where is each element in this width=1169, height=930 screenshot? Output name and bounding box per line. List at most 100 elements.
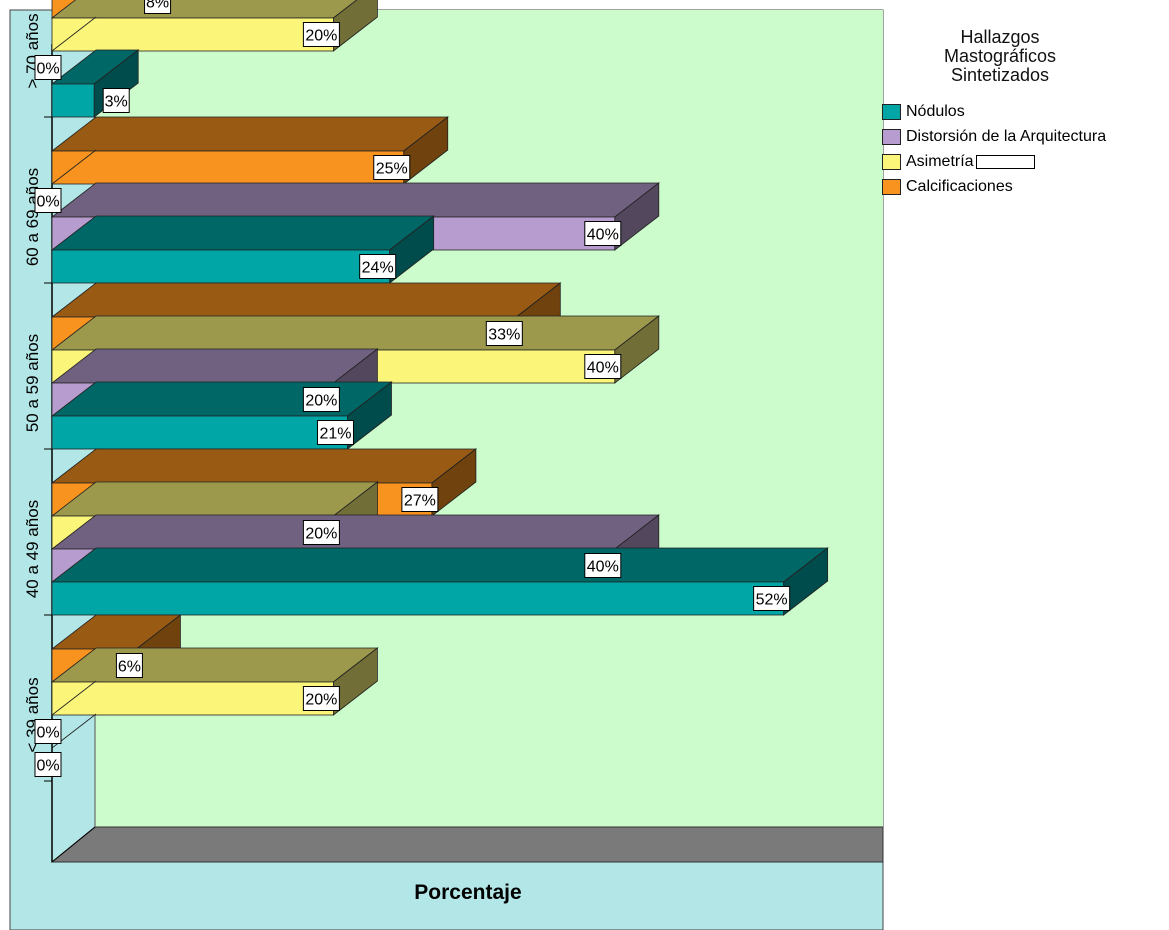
bar-front-face — [51, 83, 95, 118]
data-label: 20% — [302, 686, 340, 711]
data-label-box — [115, 653, 143, 678]
data-label: 0% — [34, 752, 62, 777]
data-label: 24% — [359, 254, 397, 279]
data-labels: 8% 20% 0% 3% 25% 0% 40% 24% 33% 40% 20% 21% 27% 20% 40… — [34, 0, 791, 777]
data-label-text: 27% — [404, 493, 436, 510]
bar-front-face — [51, 415, 348, 450]
bar-top-face — [51, 16, 97, 52]
data-label: 20% — [302, 387, 340, 412]
bar-top-face — [50, 348, 379, 384]
category-label: 50 a 59 años — [23, 334, 42, 432]
data-label-box — [401, 487, 439, 512]
bar-top-face — [50, 182, 660, 218]
bar-top-face — [51, 680, 97, 716]
legend-label: Calcificaciones — [906, 177, 1013, 195]
data-label-text: 52% — [756, 592, 788, 609]
data-label: 0% — [34, 188, 62, 213]
legend-item-asimetria: Asimetría — [882, 149, 1169, 174]
bar-60 a 69 años-Nódulos — [50, 215, 435, 284]
data-label-text: 25% — [376, 161, 408, 178]
legend-item-distorsion: Distorsión de la Arquitectura — [882, 124, 1169, 149]
bar-< 39 años-Nódulos — [51, 713, 97, 749]
data-label: 20% — [302, 22, 340, 47]
bar-front-face — [51, 681, 334, 716]
data-label: 33% — [485, 321, 523, 346]
category-label: 60 a 69 años — [23, 168, 42, 266]
data-label: 40% — [584, 354, 622, 379]
data-label-text: 33% — [488, 327, 520, 344]
data-label-box — [144, 0, 172, 14]
data-label-box — [485, 321, 523, 346]
data-label-box — [34, 752, 62, 777]
legend-item-nodulos: Nódulos — [882, 99, 1169, 124]
bar-top-face — [50, 481, 379, 517]
data-label-text: 8% — [146, 0, 169, 12]
data-label-box — [584, 354, 622, 379]
data-label-box — [302, 686, 340, 711]
data-label-box — [34, 719, 62, 744]
legend-title-line: Mastográficos — [943, 46, 1057, 66]
data-label-box — [316, 420, 354, 445]
legend-label: Distorsión de la Arquitectura — [906, 127, 1107, 145]
data-label-text: 0% — [36, 194, 59, 211]
floor-edge — [51, 826, 96, 863]
data-label: 40% — [584, 553, 622, 578]
data-label-text: 0% — [36, 758, 59, 775]
legend-title: Hallazgos Mastográficos Sintetizados — [885, 28, 1115, 85]
bar-< 39 años-Distorsión de la Arquitectura — [51, 680, 97, 716]
bar-top-face — [50, 448, 478, 484]
data-label-box — [753, 586, 791, 611]
data-label-box — [34, 55, 62, 80]
bar-top-face — [50, 514, 660, 550]
legend-label: Nódulos — [906, 102, 965, 120]
legend-title-line: Sintetizados — [950, 65, 1050, 85]
data-label-text: 3% — [105, 94, 128, 111]
data-label: 25% — [373, 155, 411, 180]
data-label-text: 40% — [587, 227, 619, 244]
bar-top-face — [50, 381, 393, 417]
data-label: 0% — [34, 55, 62, 80]
legend-items: Nódulos Distorsión de la Arquitectura As… — [882, 99, 1169, 199]
bar-top-face — [50, 647, 379, 683]
plot-floor — [50, 826, 884, 863]
legend-swatch — [882, 153, 901, 170]
bar-top-face — [51, 149, 97, 185]
data-label: 21% — [316, 420, 354, 445]
bar-front-face — [51, 150, 405, 185]
data-label-text: 6% — [118, 659, 141, 676]
data-label-box — [584, 553, 622, 578]
data-label: 52% — [753, 586, 791, 611]
data-label-box — [302, 22, 340, 47]
data-label: 27% — [401, 487, 439, 512]
data-label: 0% — [34, 719, 62, 744]
data-label-box — [373, 155, 411, 180]
data-label: 8% — [144, 0, 172, 14]
legend-swatch — [882, 178, 901, 195]
data-label-box — [302, 387, 340, 412]
bar-60 a 69 años-Asimetría — [51, 149, 97, 185]
bar-top-face — [50, 282, 562, 318]
bar-top-face — [50, 0, 358, 19]
bar-60 a 69 años-Calcificaciones — [50, 116, 449, 185]
legend: Hallazgos Mastográficos Sintetizados Nód… — [882, 28, 1169, 199]
legend-item-calcificaciones: Calcificaciones — [882, 174, 1169, 199]
data-label-box — [584, 221, 622, 246]
legend-swatch — [882, 128, 901, 145]
bar-top-face — [50, 215, 435, 251]
data-label-box — [359, 254, 397, 279]
data-label-text: 40% — [587, 559, 619, 576]
data-label-text: 0% — [36, 61, 59, 78]
data-label-text: 0% — [36, 725, 59, 742]
data-label-text: 24% — [362, 260, 394, 277]
bar-top-face — [51, 713, 97, 749]
data-label: 3% — [102, 88, 130, 113]
data-label-box — [302, 520, 340, 545]
bar-front-face — [51, 249, 391, 284]
data-label-box — [34, 188, 62, 213]
x-axis-label: Porcentaje — [414, 881, 521, 904]
bar-top-face — [50, 315, 660, 351]
legend-label: Asimetría — [906, 152, 974, 170]
data-label: 40% — [584, 221, 622, 246]
data-label-text: 20% — [305, 393, 337, 410]
